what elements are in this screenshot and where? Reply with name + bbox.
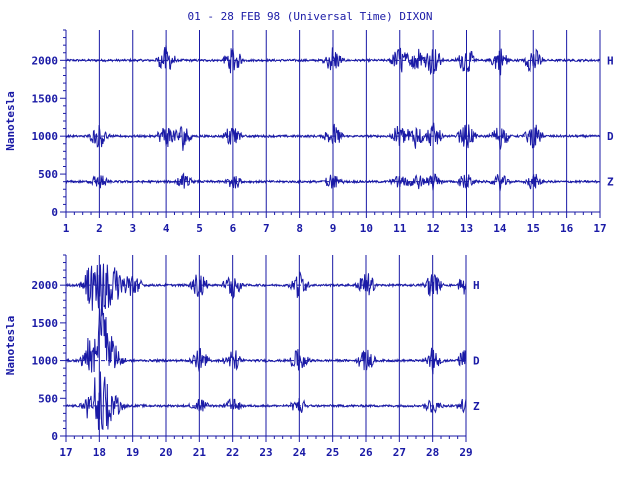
y-tick-label: 0 <box>51 430 58 443</box>
series-trace-Z <box>65 371 467 431</box>
series-trace-H <box>65 263 467 317</box>
x-tick-label: 29 <box>459 446 472 459</box>
x-tick-label: 7 <box>263 222 270 235</box>
x-tick-label: 21 <box>193 446 207 459</box>
x-tick-label: 9 <box>330 222 337 235</box>
x-tick-label: 13 <box>460 222 473 235</box>
x-tick-label: 10 <box>360 222 373 235</box>
chart-title: 01 - 28 FEB 98 (Universal Time) DIXON <box>187 10 432 23</box>
series-label-H: H <box>473 279 480 292</box>
y-tick-label: 1000 <box>32 130 59 143</box>
x-tick-label: 2 <box>96 222 103 235</box>
x-tick-label: 11 <box>393 222 407 235</box>
y-tick-label: 500 <box>38 168 58 181</box>
y-tick-label: 1500 <box>32 92 59 105</box>
x-tick-label: 14 <box>493 222 507 235</box>
x-tick-label: 25 <box>326 446 339 459</box>
panel-2: 0 500 1000 1500 2000 Nanotesla 17 18 19 20 21 22 23 2… <box>4 254 480 459</box>
series-trace-D <box>65 122 601 151</box>
y-tick-label: 2000 <box>32 54 59 67</box>
x-tick-label: 16 <box>560 222 574 235</box>
y-tick-label: 1000 <box>32 355 59 368</box>
x-tick-label: 20 <box>159 446 172 459</box>
x-tick-label: 3 <box>129 222 136 235</box>
y-tick-label: 500 <box>38 392 58 405</box>
x-tick-label: 19 <box>126 446 139 459</box>
series-label-D: D <box>607 130 614 143</box>
x-tick-label: 6 <box>230 222 237 235</box>
y-tick-label: 2000 <box>32 279 59 292</box>
y-tick-label: 0 <box>51 206 58 219</box>
x-tick-label: 12 <box>427 222 440 235</box>
x-tick-label: 17 <box>593 222 606 235</box>
x-tick-label: 15 <box>527 222 540 235</box>
series-trace-D <box>65 307 467 375</box>
x-tick-label: 18 <box>93 446 106 459</box>
series-trace-Z <box>65 172 601 192</box>
series-trace-H <box>65 45 601 77</box>
x-tick-label: 24 <box>293 446 307 459</box>
x-tick-label: 4 <box>163 222 170 235</box>
x-tick-label: 28 <box>426 446 439 459</box>
x-tick-label: 5 <box>196 222 203 235</box>
x-tick-label: 27 <box>393 446 406 459</box>
series-label-Z: Z <box>473 400 480 413</box>
x-tick-label: 26 <box>359 446 373 459</box>
x-tick-label: 22 <box>226 446 239 459</box>
series-label-Z: Z <box>607 176 614 189</box>
y-tick-label: 1500 <box>32 317 59 330</box>
y-axis-label: Nanotesla <box>4 91 17 151</box>
x-tick-label: 17 <box>59 446 72 459</box>
y-axis-label: Nanotesla <box>4 316 17 376</box>
series-label-H: H <box>607 54 614 67</box>
x-tick-label: 1 <box>63 222 70 235</box>
x-tick-label: 8 <box>296 222 303 235</box>
series-label-D: D <box>473 355 480 368</box>
x-tick-label: 23 <box>259 446 272 459</box>
